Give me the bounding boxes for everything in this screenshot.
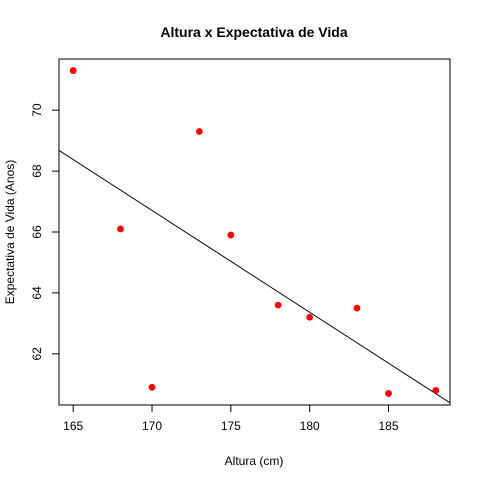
- data-point: [69, 67, 77, 74]
- data-point: [306, 313, 314, 321]
- x-tick-label: 175: [221, 419, 241, 433]
- data-point: [227, 231, 235, 239]
- chart-title: Altura x Expectativa de Vida: [160, 24, 347, 40]
- data-point: [274, 301, 282, 309]
- plot-area: [59, 67, 450, 404]
- y-tick-label: 66: [30, 225, 44, 239]
- x-tick-label: 165: [63, 419, 83, 433]
- x-axis-label: Altura (cm): [225, 454, 284, 468]
- x-tick-label: 170: [142, 419, 162, 433]
- y-tick-label: 62: [30, 347, 44, 361]
- x-axis: 165 170 175 180 185: [63, 404, 399, 433]
- y-axis: 62 64 66 68 70: [30, 103, 60, 361]
- x-tick-label: 185: [378, 419, 398, 433]
- x-tick-label: 180: [300, 419, 320, 433]
- data-point: [385, 390, 392, 397]
- y-tick-label: 64: [30, 286, 44, 300]
- data-point: [353, 304, 361, 312]
- y-tick-label: 70: [30, 103, 44, 117]
- y-tick-label: 68: [30, 164, 44, 178]
- data-point: [117, 225, 124, 233]
- data-point: [432, 386, 440, 394]
- data-point: [195, 128, 203, 135]
- data-point: [148, 383, 156, 391]
- y-axis-label: Expectativa de Vida (Anos): [3, 160, 17, 305]
- regression-line: [59, 149, 450, 404]
